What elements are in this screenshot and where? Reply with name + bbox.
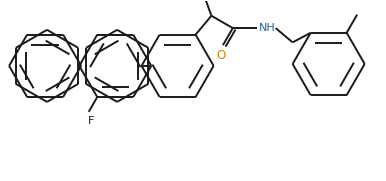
Text: F: F [88, 116, 94, 126]
Text: NH: NH [259, 23, 275, 33]
Text: O: O [217, 49, 226, 62]
